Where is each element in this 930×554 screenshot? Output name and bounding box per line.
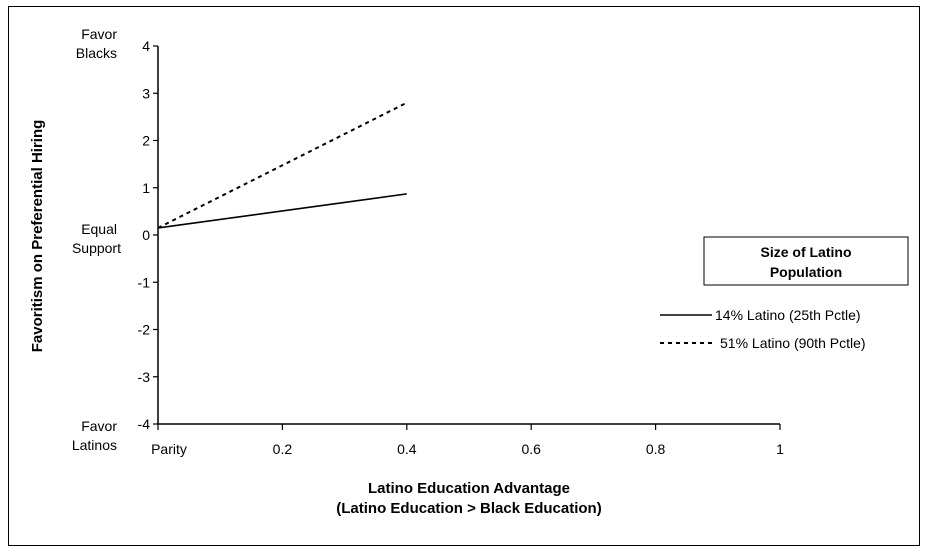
y-tick-label: -2 <box>138 322 151 338</box>
series-lines <box>158 103 407 228</box>
legend-title-line-1: Size of Latino <box>761 244 852 260</box>
y-annotation-middle-line-1: Equal <box>81 221 117 237</box>
y-tick-label: 4 <box>142 38 150 54</box>
x-tick-label: 0.2 <box>273 441 293 457</box>
x-tick-label: 0.4 <box>397 441 417 457</box>
legend-title-line-2: Population <box>770 264 842 280</box>
y-tick-label: -3 <box>138 369 151 385</box>
x-tick-label: Parity <box>151 441 187 457</box>
x-tick-label: 0.6 <box>521 441 541 457</box>
x-ticks: Parity 0.2 0.4 0.6 0.8 1 <box>151 424 784 457</box>
x-tick-label: 1 <box>776 441 784 457</box>
y-annotation-bottom-line-2: Latinos <box>72 437 117 453</box>
y-annotation-middle-line-2: Support <box>72 240 121 256</box>
legend-label-series-1: 14% Latino (25th Pctle) <box>715 307 861 323</box>
y-annotation-bottom-line-1: Favor <box>81 418 117 434</box>
x-axis-title-line-1: Latino Education Advantage <box>368 480 570 497</box>
x-axis-title-line-2: (Latino Education > Black Education) <box>336 500 601 517</box>
y-annotation-top-line-1: Favor <box>81 26 117 42</box>
legend-label-series-2: 51% Latino (90th Pctle) <box>720 335 866 351</box>
y-tick-label: 2 <box>142 133 150 149</box>
series-line-1 <box>158 194 407 228</box>
y-tick-label: 1 <box>142 180 150 196</box>
y-tick-label: 0 <box>142 227 150 243</box>
y-annotation-top-line-2: Blacks <box>76 45 117 61</box>
y-axis-title: Favoritism on Preferential Hiring <box>29 120 46 353</box>
y-tick-label: -4 <box>138 416 151 432</box>
y-ticks: 4 3 2 1 0 -1 -2 -3 -4 <box>138 38 158 432</box>
x-tick-label: 0.8 <box>646 441 666 457</box>
y-tick-label: 3 <box>142 85 150 101</box>
series-line-2 <box>158 103 407 228</box>
y-tick-label: -1 <box>138 274 151 290</box>
